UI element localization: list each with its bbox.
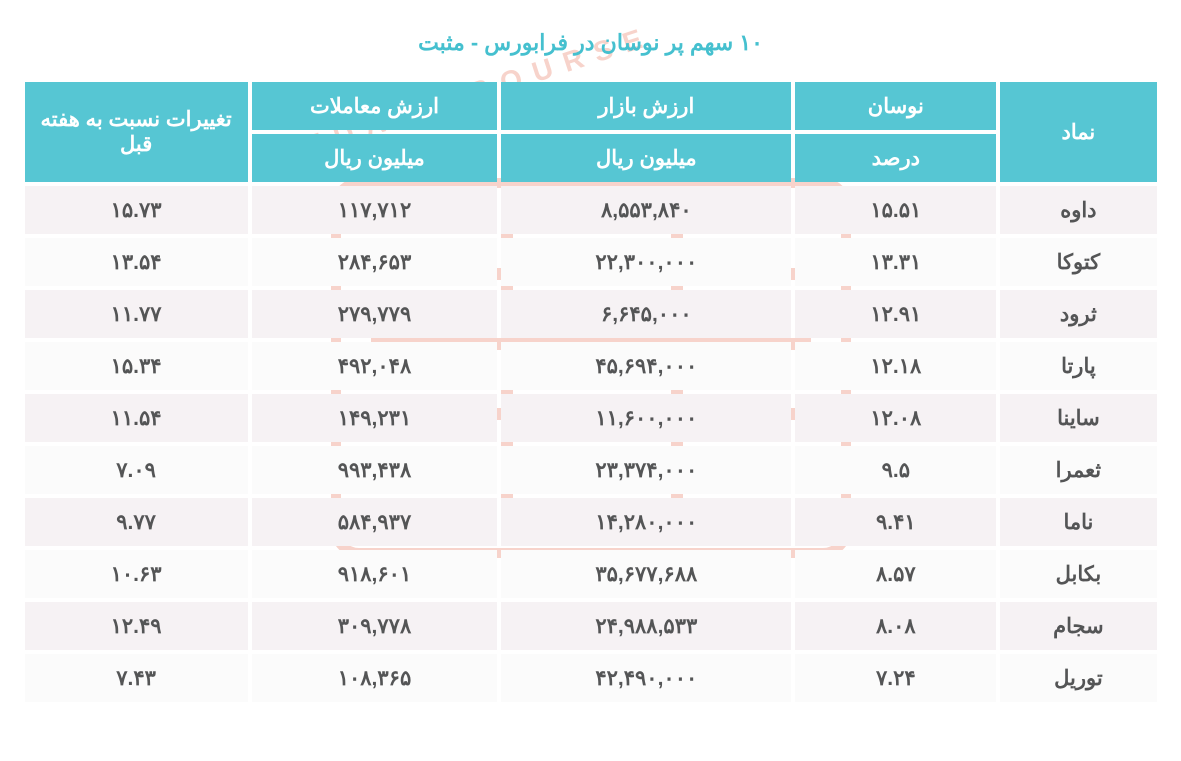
col-trade-value: ارزش معاملات	[252, 82, 498, 130]
table-header: نماد نوسان ارزش بازار ارزش معاملات تغییر…	[25, 82, 1157, 182]
cell-volatility: ۷.۲۴	[795, 654, 996, 702]
table-row: سجام۸.۰۸۲۴,۹۸۸,۵۳۳۳۰۹,۷۷۸۱۲.۴۹	[25, 602, 1157, 650]
cell-symbol: سجام	[1000, 602, 1156, 650]
col-market-value: ارزش بازار	[501, 82, 791, 130]
page-title: ۱۰ سهم پر نوسان در فرابورس - مثبت	[21, 30, 1161, 56]
col-volatility-unit: درصد	[795, 134, 996, 182]
cell-volatility: ۸.۰۸	[795, 602, 996, 650]
table-row: بکابل۸.۵۷۳۵,۶۷۷,۶۸۸۹۱۸,۶۰۱۱۰.۶۳	[25, 550, 1157, 598]
cell-volatility: ۹.۴۱	[795, 498, 996, 546]
cell-market-value: ۸,۵۵۳,۸۴۰	[501, 186, 791, 234]
cell-volatility: ۹.۵	[795, 446, 996, 494]
cell-trade-value: ۱۴۹,۲۳۱	[252, 394, 498, 442]
cell-trade-value: ۱۱۷,۷۱۲	[252, 186, 498, 234]
cell-symbol: ثعمرا	[1000, 446, 1156, 494]
cell-change: ۱۰.۶۳	[25, 550, 248, 598]
table-body: داوه۱۵.۵۱۸,۵۵۳,۸۴۰۱۱۷,۷۱۲۱۵.۷۳کتوکا۱۳.۳۱…	[25, 186, 1157, 702]
table-row: ثعمرا۹.۵۲۳,۳۷۴,۰۰۰۹۹۳,۴۳۸۷.۰۹	[25, 446, 1157, 494]
cell-volatility: ۱۲.۹۱	[795, 290, 996, 338]
cell-trade-value: ۳۰۹,۷۷۸	[252, 602, 498, 650]
cell-change: ۱۳.۵۴	[25, 238, 248, 286]
cell-change: ۷.۰۹	[25, 446, 248, 494]
cell-market-value: ۱۴,۲۸۰,۰۰۰	[501, 498, 791, 546]
table-row: ساینا۱۲.۰۸۱۱,۶۰۰,۰۰۰۱۴۹,۲۳۱۱۱.۵۴	[25, 394, 1157, 442]
cell-change: ۱۱.۷۷	[25, 290, 248, 338]
cell-market-value: ۲۳,۳۷۴,۰۰۰	[501, 446, 791, 494]
cell-symbol: کتوکا	[1000, 238, 1156, 286]
cell-change: ۱۱.۵۴	[25, 394, 248, 442]
cell-market-value: ۱۱,۶۰۰,۰۰۰	[501, 394, 791, 442]
table-container: ۱۰ سهم پر نوسان در فرابورس - مثبت نماد ن…	[21, 30, 1161, 706]
cell-symbol: ناما	[1000, 498, 1156, 546]
table-row: کتوکا۱۳.۳۱۲۲,۳۰۰,۰۰۰۲۸۴,۶۵۳۱۳.۵۴	[25, 238, 1157, 286]
cell-market-value: ۲۴,۹۸۸,۵۳۳	[501, 602, 791, 650]
cell-volatility: ۱۲.۱۸	[795, 342, 996, 390]
cell-change: ۱۲.۴۹	[25, 602, 248, 650]
cell-trade-value: ۲۸۴,۶۵۳	[252, 238, 498, 286]
cell-symbol: بکابل	[1000, 550, 1156, 598]
cell-trade-value: ۵۸۴,۹۳۷	[252, 498, 498, 546]
cell-trade-value: ۹۹۳,۴۳۸	[252, 446, 498, 494]
cell-volatility: ۱۵.۵۱	[795, 186, 996, 234]
col-symbol: نماد	[1000, 82, 1156, 182]
table-row: توریل۷.۲۴۴۲,۴۹۰,۰۰۰۱۰۸,۳۶۵۷.۴۳	[25, 654, 1157, 702]
cell-volatility: ۸.۵۷	[795, 550, 996, 598]
cell-trade-value: ۹۱۸,۶۰۱	[252, 550, 498, 598]
cell-symbol: داوه	[1000, 186, 1156, 234]
table-row: داوه۱۵.۵۱۸,۵۵۳,۸۴۰۱۱۷,۷۱۲۱۵.۷۳	[25, 186, 1157, 234]
table-row: پارتا۱۲.۱۸۴۵,۶۹۴,۰۰۰۴۹۲,۰۴۸۱۵.۳۴	[25, 342, 1157, 390]
cell-trade-value: ۱۰۸,۳۶۵	[252, 654, 498, 702]
col-change: تغییرات نسبت به هفته قبل	[25, 82, 248, 182]
cell-change: ۱۵.۷۳	[25, 186, 248, 234]
cell-volatility: ۱۲.۰۸	[795, 394, 996, 442]
cell-market-value: ۳۵,۶۷۷,۶۸۸	[501, 550, 791, 598]
cell-symbol: ثرود	[1000, 290, 1156, 338]
cell-change: ۹.۷۷	[25, 498, 248, 546]
cell-symbol: توریل	[1000, 654, 1156, 702]
col-trade-value-unit: میلیون ریال	[252, 134, 498, 182]
cell-change: ۷.۴۳	[25, 654, 248, 702]
cell-trade-value: ۲۷۹,۷۷۹	[252, 290, 498, 338]
col-market-value-unit: میلیون ریال	[501, 134, 791, 182]
cell-volatility: ۱۳.۳۱	[795, 238, 996, 286]
cell-market-value: ۴۲,۴۹۰,۰۰۰	[501, 654, 791, 702]
table-row: ناما۹.۴۱۱۴,۲۸۰,۰۰۰۵۸۴,۹۳۷۹.۷۷	[25, 498, 1157, 546]
stocks-table: نماد نوسان ارزش بازار ارزش معاملات تغییر…	[21, 78, 1161, 706]
cell-symbol: ساینا	[1000, 394, 1156, 442]
cell-market-value: ۴۵,۶۹۴,۰۰۰	[501, 342, 791, 390]
cell-symbol: پارتا	[1000, 342, 1156, 390]
cell-market-value: ۲۲,۳۰۰,۰۰۰	[501, 238, 791, 286]
cell-market-value: ۶,۶۴۵,۰۰۰	[501, 290, 791, 338]
col-volatility: نوسان	[795, 82, 996, 130]
cell-change: ۱۵.۳۴	[25, 342, 248, 390]
table-row: ثرود۱۲.۹۱۶,۶۴۵,۰۰۰۲۷۹,۷۷۹۱۱.۷۷	[25, 290, 1157, 338]
cell-trade-value: ۴۹۲,۰۴۸	[252, 342, 498, 390]
